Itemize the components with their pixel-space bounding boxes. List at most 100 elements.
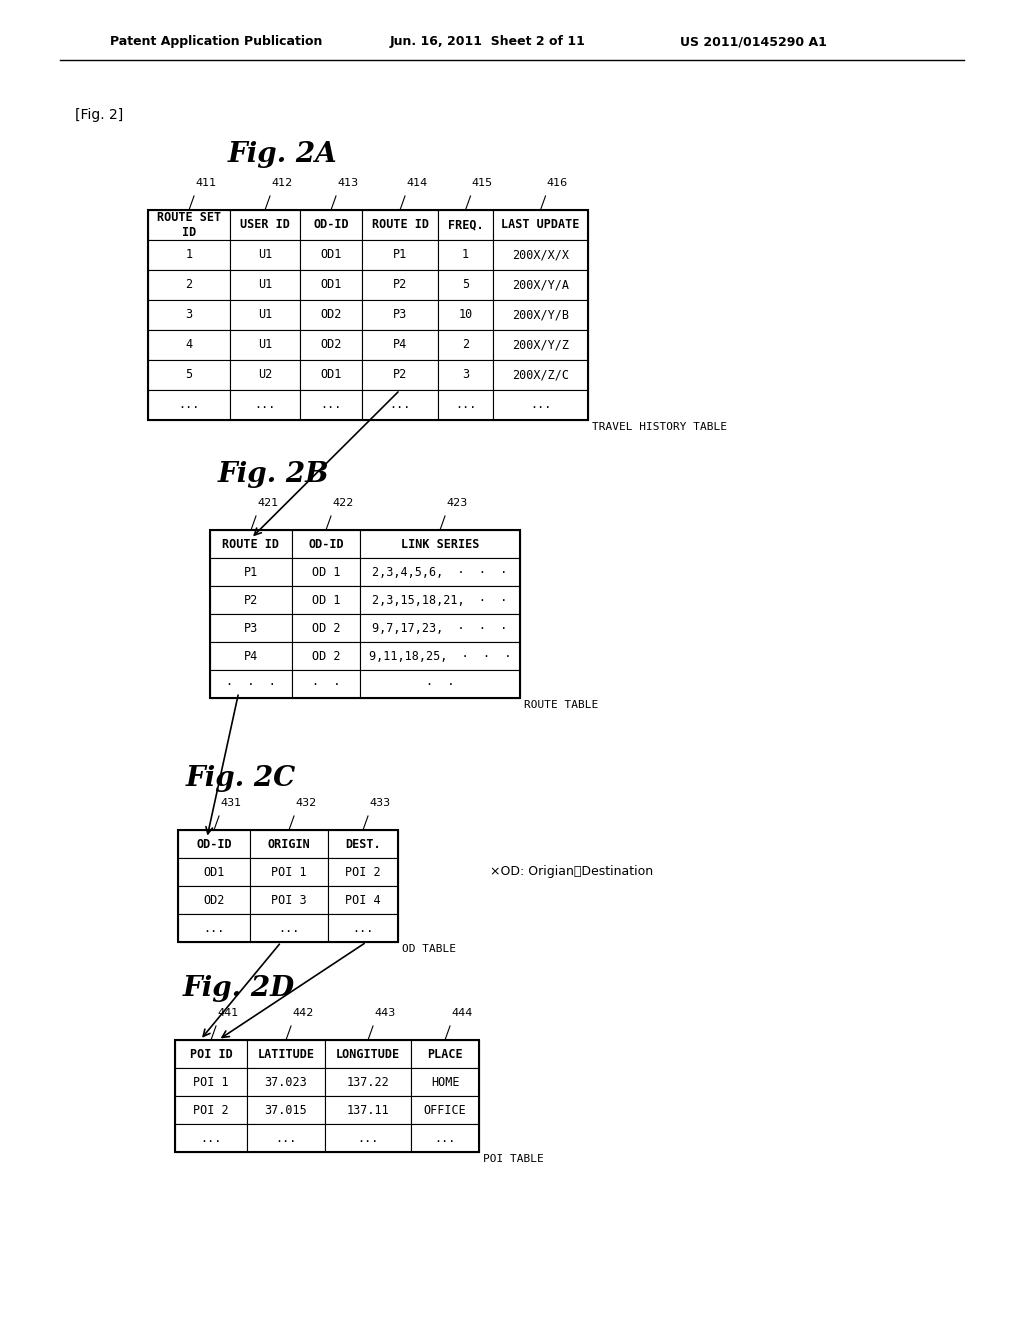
Bar	[230, 210, 300, 240]
Bar	[493, 330, 588, 360]
Text: TRAVEL HISTORY TABLE: TRAVEL HISTORY TABLE	[592, 422, 727, 432]
Bar	[250, 830, 328, 858]
Bar	[178, 830, 250, 858]
Bar	[411, 1068, 479, 1096]
Bar	[360, 558, 520, 586]
Bar	[493, 300, 588, 330]
Bar	[360, 642, 520, 671]
Text: POI 4: POI 4	[345, 894, 381, 907]
Text: ...: ...	[455, 399, 476, 412]
Text: POI ID: POI ID	[189, 1048, 232, 1060]
Text: ...: ...	[352, 921, 374, 935]
Text: 200X/X/X: 200X/X/X	[512, 248, 569, 261]
Text: OD TABLE: OD TABLE	[402, 944, 456, 954]
Bar	[292, 531, 360, 558]
Text: Jun. 16, 2011  Sheet 2 of 11: Jun. 16, 2011 Sheet 2 of 11	[390, 36, 586, 49]
Text: OD1: OD1	[321, 368, 342, 381]
Text: 432: 432	[295, 799, 316, 808]
Text: ×OD: Origian／Destination: ×OD: Origian／Destination	[490, 866, 653, 879]
Text: Fig. 2C: Fig. 2C	[186, 764, 296, 792]
Bar	[325, 1096, 411, 1125]
Bar	[230, 360, 300, 389]
Text: LINK SERIES: LINK SERIES	[400, 537, 479, 550]
Text: Fig. 2A: Fig. 2A	[228, 141, 338, 169]
Text: U1: U1	[258, 309, 272, 322]
Bar	[325, 1040, 411, 1068]
Text: ...: ...	[204, 921, 224, 935]
Bar	[300, 271, 362, 300]
Text: PLACE: PLACE	[427, 1048, 463, 1060]
Text: 1: 1	[185, 248, 193, 261]
Text: 9,7,17,23,  ·  ·  ·: 9,7,17,23, · · ·	[373, 622, 508, 635]
Bar	[210, 614, 292, 642]
Bar	[175, 1096, 247, 1125]
Text: 421: 421	[257, 498, 279, 508]
Text: 5: 5	[462, 279, 469, 292]
Bar	[493, 389, 588, 420]
Bar	[178, 858, 250, 886]
Text: P2: P2	[393, 279, 408, 292]
Bar	[362, 300, 438, 330]
Text: POI 1: POI 1	[194, 1076, 228, 1089]
Bar	[148, 389, 230, 420]
Text: POI 2: POI 2	[345, 866, 381, 879]
Bar	[362, 389, 438, 420]
Text: ...: ...	[434, 1131, 456, 1144]
Text: POI TABLE: POI TABLE	[483, 1154, 544, 1164]
Bar	[148, 300, 230, 330]
Text: Fig. 2D: Fig. 2D	[183, 974, 295, 1002]
Text: 423: 423	[446, 498, 467, 508]
Text: P1: P1	[244, 565, 258, 578]
Text: 2,3,4,5,6,  ·  ·  ·: 2,3,4,5,6, · · ·	[373, 565, 508, 578]
Bar	[300, 210, 362, 240]
Text: 411: 411	[195, 178, 216, 187]
Bar	[300, 389, 362, 420]
Bar	[210, 671, 292, 698]
Text: ·  ·: · ·	[426, 677, 455, 690]
Text: POI 3: POI 3	[271, 894, 307, 907]
Bar	[247, 1068, 325, 1096]
Text: USER ID: USER ID	[240, 219, 290, 231]
Bar	[230, 389, 300, 420]
Text: 433: 433	[369, 799, 390, 808]
Text: 412: 412	[271, 178, 292, 187]
Text: OD2: OD2	[321, 338, 342, 351]
Text: ORIGIN: ORIGIN	[267, 837, 310, 850]
Text: DEST.: DEST.	[345, 837, 381, 850]
Text: ·  ·  ·: · · ·	[226, 677, 275, 690]
Text: 431: 431	[220, 799, 241, 808]
Text: FREQ.: FREQ.	[447, 219, 483, 231]
Text: ...: ...	[279, 921, 300, 935]
Bar	[250, 886, 328, 913]
Text: 442: 442	[292, 1008, 313, 1018]
Text: LATITUDE: LATITUDE	[257, 1048, 314, 1060]
Bar	[148, 240, 230, 271]
Text: P1: P1	[393, 248, 408, 261]
Bar	[292, 642, 360, 671]
Text: OD 2: OD 2	[311, 622, 340, 635]
Text: [Fig. 2]: [Fig. 2]	[75, 108, 123, 121]
Text: OD 2: OD 2	[311, 649, 340, 663]
Text: U1: U1	[258, 338, 272, 351]
Text: ·  ·: · ·	[311, 677, 340, 690]
Bar	[411, 1040, 479, 1068]
Bar	[250, 913, 328, 942]
Text: 1: 1	[462, 248, 469, 261]
Bar	[250, 858, 328, 886]
Text: 2: 2	[462, 338, 469, 351]
Bar	[438, 389, 493, 420]
Bar	[360, 671, 520, 698]
Text: 441: 441	[217, 1008, 239, 1018]
Bar	[210, 531, 292, 558]
Text: LONGITUDE: LONGITUDE	[336, 1048, 400, 1060]
Bar	[328, 830, 398, 858]
Bar	[325, 1125, 411, 1152]
Text: 37.023: 37.023	[264, 1076, 307, 1089]
Bar	[438, 360, 493, 389]
Text: U1: U1	[258, 248, 272, 261]
Text: 416: 416	[547, 178, 567, 187]
Text: POI 2: POI 2	[194, 1104, 228, 1117]
Text: ROUTE ID: ROUTE ID	[372, 219, 428, 231]
Bar	[300, 360, 362, 389]
Bar	[230, 330, 300, 360]
